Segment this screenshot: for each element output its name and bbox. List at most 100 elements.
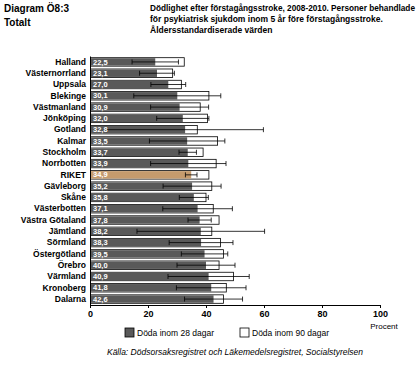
- error-cap: [150, 82, 151, 87]
- error-bar: [181, 251, 227, 256]
- error-cap: [179, 150, 180, 155]
- x-tick-line: [380, 305, 381, 308]
- y-tick: Jönköping: [43, 113, 90, 123]
- error-cap: [177, 263, 178, 268]
- y-tick-label: Skåne: [61, 192, 86, 202]
- error-cap: [235, 263, 236, 268]
- error-cap: [226, 161, 227, 166]
- error-line: [140, 73, 175, 74]
- y-tick-label: Kalmar: [57, 136, 87, 146]
- x-tick-line: [206, 305, 207, 308]
- y-tick-label: Uppsala: [53, 79, 86, 89]
- error-cap: [133, 93, 134, 98]
- y-tick-label: Gävleborg: [44, 181, 86, 191]
- error-line: [168, 276, 249, 277]
- legend-label: Döda inom 90 dagar: [252, 328, 329, 338]
- y-tick-label: RIKET: [61, 170, 87, 180]
- y-tick: Västmanland: [33, 102, 90, 112]
- x-tick-label: 40: [201, 309, 211, 319]
- bar-28: [90, 149, 188, 156]
- y-tick: Jämtland: [49, 226, 90, 236]
- y-tick: Dalarna: [55, 294, 90, 304]
- error-cap: [139, 71, 140, 76]
- error-cap: [150, 105, 151, 110]
- error-bar: [185, 172, 197, 177]
- error-cap: [232, 206, 233, 211]
- bar-28: [90, 171, 191, 178]
- error-line: [137, 231, 265, 232]
- data-label: 41,8: [93, 283, 108, 292]
- y-tick-label: Gotland: [54, 124, 86, 134]
- data-label: 39,5: [93, 250, 108, 259]
- x-axis: 020406080100: [88, 305, 388, 319]
- error-bar: [169, 240, 233, 245]
- error-bar: [185, 297, 243, 302]
- error-cap: [176, 285, 177, 290]
- bar-90: [90, 58, 184, 66]
- y-tick: Stockholm: [43, 147, 90, 157]
- y-tick-label: Örebro: [58, 260, 86, 270]
- bar-90: [90, 171, 209, 179]
- bar-90: [90, 216, 219, 224]
- error-cap: [220, 93, 221, 98]
- data-label: 30,1: [93, 91, 108, 100]
- error-bar: [151, 161, 226, 166]
- bar-28: [90, 194, 194, 201]
- error-cap: [221, 184, 222, 189]
- x-tick: 100: [373, 305, 388, 319]
- y-axis-line: [90, 57, 91, 306]
- data-label: 27,0: [93, 80, 108, 89]
- error-cap: [185, 82, 186, 87]
- y-tick-label: Värmland: [47, 271, 86, 281]
- error-cap: [163, 184, 164, 189]
- error-cap: [224, 138, 225, 143]
- data-label: 32,8: [93, 125, 108, 134]
- error-line: [188, 220, 211, 221]
- y-tick: Norrbotten: [42, 158, 90, 168]
- error-cap: [168, 274, 169, 279]
- y-tick: Uppsala: [53, 79, 90, 89]
- legend-label: Döda inom 28 dagar: [137, 328, 214, 338]
- y-tick-label: Dalarna: [55, 294, 86, 304]
- error-line: [151, 84, 186, 85]
- y-tick: Kronoberg: [43, 282, 90, 292]
- error-cap: [196, 150, 197, 155]
- y-tick: Halland: [55, 57, 90, 67]
- data-label: 34,9: [93, 170, 108, 179]
- data-label: 33,7: [93, 148, 108, 157]
- error-cap: [150, 161, 151, 166]
- error-line: [177, 265, 235, 266]
- error-bar: [176, 285, 246, 290]
- error-bar: [137, 229, 265, 234]
- error-cap: [169, 240, 170, 245]
- legend-swatch: [240, 328, 249, 337]
- error-bar: [188, 218, 211, 223]
- error-cap: [181, 251, 182, 256]
- x-tick-label: 20: [143, 309, 153, 319]
- data-label: 22,5: [93, 58, 108, 67]
- y-axis: HallandVästernorrlandUppsalaBlekingeVäst…: [21, 57, 91, 306]
- error-line: [149, 140, 224, 141]
- data-label: 35,2: [93, 182, 108, 191]
- y-tick-label: Jämtland: [49, 226, 86, 236]
- error-cap: [174, 71, 175, 76]
- error-line: [185, 299, 243, 300]
- data-labels: 22,523,127,030,130,932,032,833,533,733,9…: [93, 58, 108, 304]
- x-tick-label: 80: [317, 309, 327, 319]
- y-tick: Skåne: [61, 192, 90, 202]
- error-cap: [132, 59, 133, 64]
- y-tick: Örebro: [58, 260, 90, 270]
- bar-28: [90, 216, 200, 223]
- error-cap: [208, 116, 209, 121]
- data-label: 37,8: [93, 216, 108, 225]
- error-line: [134, 95, 221, 96]
- y-tick: Östergötland: [33, 249, 90, 259]
- error-line: [179, 197, 208, 198]
- x-axis-title: Procent: [370, 322, 398, 331]
- error-cap: [208, 195, 209, 200]
- error-cap: [242, 297, 243, 302]
- error-bar: [163, 206, 233, 211]
- y-tick-label: Norrbotten: [42, 158, 86, 168]
- error-bar: [149, 138, 224, 143]
- data-label: 33,9: [93, 159, 108, 168]
